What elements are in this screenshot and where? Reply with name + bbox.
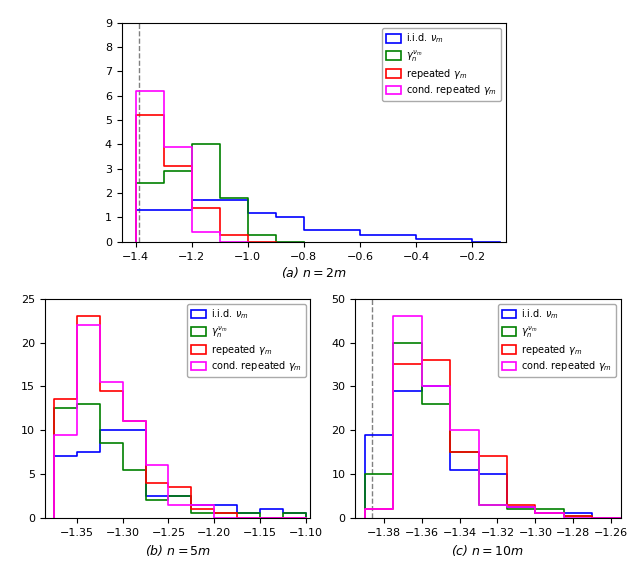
Legend: i.i.d. $\nu_m$, $\gamma_n^{\nu_m}$, repeated $\gamma_m$, cond. repeated $\gamma_: i.i.d. $\nu_m$, $\gamma_n^{\nu_m}$, repe… [383,28,500,101]
Text: (a) $n = 2m$: (a) $n = 2m$ [281,265,346,279]
Legend: i.i.d. $\nu_m$, $\gamma_n^{\nu_m}$, repeated $\gamma_m$, cond. repeated $\gamma_: i.i.d. $\nu_m$, $\gamma_n^{\nu_m}$, repe… [188,304,305,377]
Legend: i.i.d. $\nu_m$, $\gamma_n^{\nu_m}$, repeated $\gamma_m$, cond. repeated $\gamma_: i.i.d. $\nu_m$, $\gamma_n^{\nu_m}$, repe… [498,304,616,377]
Text: (c) $n = 10m$: (c) $n = 10m$ [451,543,524,558]
Text: (b) $n = 5m$: (b) $n = 5m$ [145,543,211,558]
